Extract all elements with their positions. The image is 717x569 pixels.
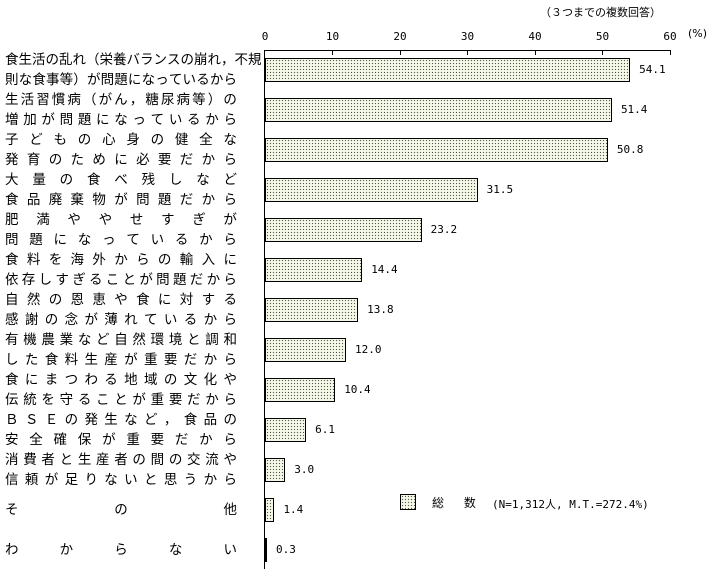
category-label: わからない (5, 542, 237, 558)
bar (265, 298, 359, 322)
x-tick-mark (332, 50, 333, 55)
x-tick-label: 40 (528, 30, 542, 43)
legend-swatch (400, 494, 416, 510)
bar-value-label: 50.8 (616, 143, 644, 156)
x-tick-label: 50 (595, 30, 610, 43)
category-label: 食にまつわる地域の文化や伝統を守ることが重要だから (5, 372, 237, 408)
category-label: 食生活の乱れ（栄養バランスの崩れ，不規則な食事等）が問題になっているから (5, 52, 262, 88)
category-label: 消費者と生産者の間の交流や信頼が足りないと思うから (5, 452, 237, 488)
legend-sample-info: (N=1,312人, M.T.=272.4%) (492, 498, 649, 511)
bar-value-label: 3.0 (294, 463, 315, 476)
bar-value-label: 6.1 (315, 423, 336, 436)
x-tick-mark (602, 50, 603, 55)
bar-value-label: 0.3 (276, 543, 296, 556)
bar-value-label: 23.2 (430, 223, 458, 236)
bar (265, 58, 631, 82)
bar-value-label: 1.4 (283, 503, 304, 516)
bar (265, 338, 346, 362)
x-axis-line (265, 50, 670, 51)
x-tick-mark (534, 50, 536, 55)
bar-value-label: 13.8 (367, 303, 394, 316)
bar (265, 498, 275, 522)
x-tick-label: 30 (460, 30, 475, 43)
bar-value-label: 31.5 (486, 183, 514, 196)
x-tick-mark (399, 50, 401, 55)
category-label: Ｂ Ｓ Ｅ の発生など，食品の安全確保が重要だから (5, 412, 237, 448)
bar (265, 178, 478, 202)
bar-value-label: 10.4 (344, 383, 371, 396)
x-tick-label: 10 (325, 30, 340, 43)
bar-value-label: 54.1 (639, 63, 666, 76)
x-tick-mark (467, 50, 468, 55)
category-label: 子どもの心身の健全な発育のために必要だから (5, 132, 237, 168)
legend-label: 総 数 (432, 496, 484, 510)
bar-value-label: 51.4 (620, 103, 648, 116)
category-label: 自然の恩恵や食に対する感謝の念が薄れているから (5, 292, 237, 328)
category-label: 大量の食べ残しなど食品廃棄物が問題だから (5, 172, 237, 208)
category-label: 肥満ややせすぎが問題になっているから (5, 212, 237, 248)
bar (265, 218, 422, 242)
category-label: 有機農業など自然環境と調和した食料生産が重要だから (5, 332, 237, 368)
bar (265, 378, 336, 402)
bar (265, 98, 612, 122)
x-tick-label: 0 (261, 30, 269, 43)
category-label: その他 (5, 502, 237, 518)
bar (265, 138, 608, 162)
bar (265, 418, 307, 442)
bar-value-label: 14.4 (371, 263, 398, 276)
bar (265, 258, 363, 282)
x-tick-label: 20 (393, 30, 407, 43)
x-tick-mark (669, 50, 671, 55)
category-label: 食料を海外からの輸入に依存しすぎることが問題だから (5, 252, 237, 288)
y-axis-line (264, 50, 265, 569)
chart-note: （３つまでの複数回答） (540, 6, 661, 19)
bar-value-label: 12.0 (355, 343, 382, 356)
x-tick-label: 60 (663, 30, 677, 43)
bar (265, 458, 286, 482)
x-axis-unit: (%) (688, 27, 708, 40)
category-label: 生活習慣病（がん，糖尿病等）の増加が問題になっているから (5, 92, 237, 128)
bar (265, 538, 268, 562)
